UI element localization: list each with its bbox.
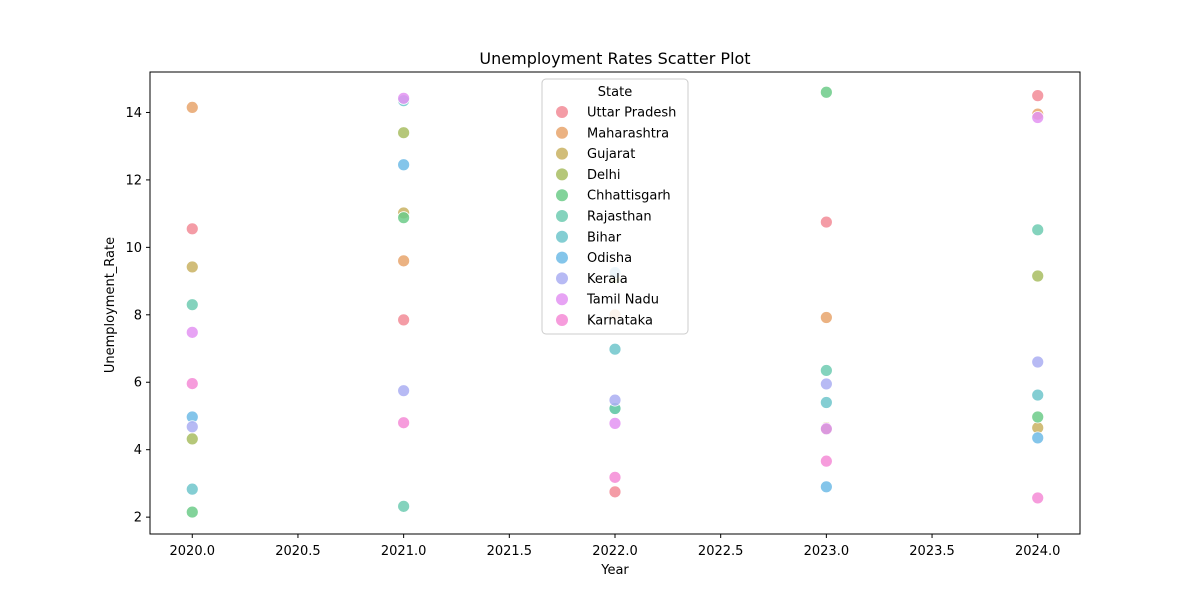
data-point (1031, 388, 1045, 402)
data-points (185, 85, 1045, 519)
y-tick-label: 10 (125, 241, 142, 256)
legend-label: Rajasthan (587, 210, 652, 225)
y-tick-label: 4 (134, 443, 142, 458)
legend-label: Gujarat (587, 147, 635, 162)
data-point (185, 377, 199, 390)
data-point (608, 342, 622, 356)
legend-marker (556, 230, 568, 243)
legend-marker (556, 293, 568, 306)
data-point (819, 311, 833, 324)
y-tick-label: 8 (134, 308, 142, 323)
data-point (397, 416, 411, 430)
x-tick-label: 2020.0 (170, 544, 216, 559)
data-point (185, 222, 199, 236)
data-point (819, 422, 833, 436)
data-point (185, 325, 199, 339)
data-point (185, 482, 199, 496)
data-point (185, 101, 199, 114)
legend: State Uttar Pradesh Maharashtra Gujarat Del… (541, 78, 689, 335)
data-point (185, 420, 199, 434)
data-point (397, 211, 411, 225)
data-point (1031, 111, 1045, 124)
chart-title: Unemployment Rates Scatter Plot (479, 49, 750, 68)
y-tick-label: 2 (134, 511, 142, 526)
legend-label: Uttar Pradesh (587, 106, 676, 121)
x-tick-label: 2023.0 (804, 544, 850, 559)
legend-label: Bihar (587, 230, 622, 245)
data-point (397, 126, 411, 140)
y-tick-label: 12 (125, 173, 142, 188)
legend-label: Tamil Nadu (586, 293, 659, 308)
data-point (185, 298, 199, 312)
data-point (1031, 89, 1045, 103)
data-point (397, 158, 411, 172)
legend-label: Chhattisgarh (587, 189, 671, 204)
legend-marker (556, 168, 568, 181)
data-point (397, 313, 411, 327)
data-point (397, 384, 411, 398)
legend-marker (556, 106, 568, 118)
data-point (1031, 410, 1045, 424)
data-point (397, 254, 411, 268)
legend-box (541, 78, 689, 335)
data-point (1031, 355, 1045, 369)
legend-marker (556, 314, 568, 326)
legend-marker (556, 189, 568, 202)
legend-marker (556, 126, 568, 139)
legend-marker (556, 251, 568, 264)
y-axis-label: Unemployment_Rate (103, 237, 118, 373)
data-point (185, 432, 199, 446)
legend-items: Uttar Pradesh Maharashtra Gujarat Delhi Chha… (556, 106, 676, 329)
data-point (819, 454, 833, 468)
data-point (185, 260, 199, 274)
data-point (608, 416, 622, 430)
data-point (1031, 223, 1045, 237)
plot-frame (149, 71, 1081, 535)
legend-marker (556, 272, 568, 285)
data-point (397, 499, 411, 513)
x-tick-label: 2022.0 (592, 544, 638, 559)
legend-title: State (598, 85, 632, 100)
y-tick-label: 14 (125, 106, 142, 121)
legend-label: Maharashtra (587, 126, 669, 141)
x-tick-label: 2021.5 (487, 544, 533, 559)
legend-label: Delhi (587, 168, 620, 183)
x-axis-ticks: 2020.0 2020.5 2021.0 2021.5 2022.0 2022.5 2023… (170, 534, 1061, 559)
data-point (608, 470, 622, 484)
x-tick-label: 2024.0 (1015, 544, 1061, 559)
legend-label: Odisha (587, 251, 632, 266)
data-point (185, 505, 199, 519)
data-point (608, 485, 622, 499)
legend-label: Karnataka (587, 314, 653, 329)
legend-label: Kerala (587, 272, 628, 287)
x-tick-label: 2023.5 (909, 544, 955, 559)
x-tick-label: 2020.5 (275, 544, 321, 559)
data-point (608, 393, 622, 407)
x-tick-label: 2022.5 (698, 544, 744, 559)
data-point (1031, 491, 1045, 505)
data-point (819, 377, 833, 391)
data-point (819, 215, 833, 229)
data-point (397, 91, 411, 105)
data-point (819, 364, 833, 377)
data-point (819, 396, 833, 409)
data-point (819, 480, 833, 494)
data-point (1031, 269, 1045, 283)
legend-marker (556, 210, 568, 222)
y-tick-label: 6 (134, 376, 142, 391)
data-point (819, 85, 833, 99)
data-point (1031, 431, 1045, 445)
x-tick-label: 2021.0 (381, 544, 427, 559)
y-axis-ticks: 2 4 6 8 10 12 14 (125, 106, 150, 526)
x-axis-label: Year (600, 563, 629, 578)
legend-marker (556, 147, 568, 160)
